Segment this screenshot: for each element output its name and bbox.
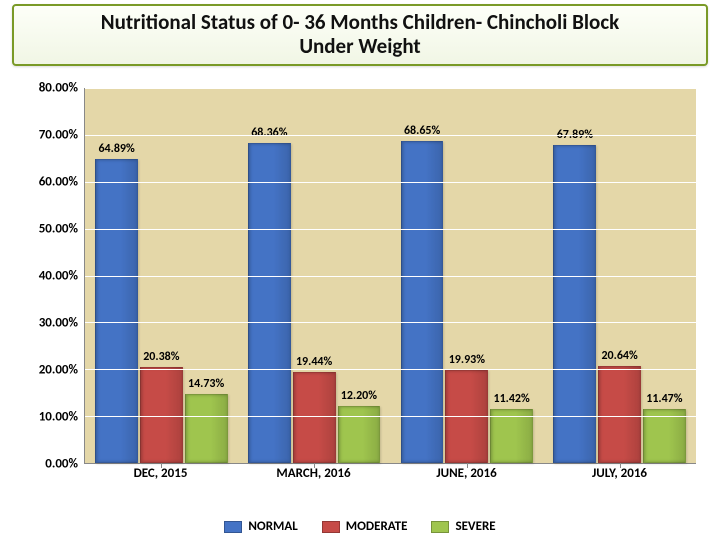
legend-item: NORMAL [224, 519, 297, 534]
y-axis-label: 70.00% [20, 128, 78, 143]
legend-swatch [322, 521, 340, 533]
title-line-2: Under Weight [299, 33, 420, 59]
bar-severe: 14.73% [185, 394, 228, 463]
bar-normal: 68.65% [401, 141, 444, 463]
title-panel: Nutritional Status of 0- 36 Months Child… [12, 4, 708, 66]
bar-value-label: 11.47% [646, 392, 682, 406]
x-axis-label: JULY, 2016 [543, 464, 696, 484]
y-axis-label: 80.00% [20, 81, 78, 96]
bar-value-label: 19.44% [296, 355, 332, 369]
x-axis: DEC, 2015MARCH, 2016JUNE, 2016JULY, 2016 [84, 464, 696, 484]
x-axis-label: DEC, 2015 [84, 464, 237, 484]
bar-value-label: 20.64% [601, 349, 637, 363]
bar-severe: 11.47% [643, 409, 686, 463]
legend-label: NORMAL [248, 519, 297, 534]
bar-value-label: 12.20% [341, 389, 377, 403]
x-axis-label: MARCH, 2016 [237, 464, 390, 484]
grid-line [85, 182, 696, 183]
grid-line [85, 276, 696, 277]
bar-moderate: 20.64% [598, 366, 641, 463]
bar-value-label: 14.73% [188, 377, 224, 391]
bar-moderate: 19.44% [293, 372, 336, 463]
legend-item: MODERATE [322, 519, 408, 534]
legend-item: SEVERE [431, 519, 495, 534]
x-axis-label: JUNE, 2016 [390, 464, 543, 484]
grid-line [85, 229, 696, 230]
y-axis-label: 10.00% [20, 410, 78, 425]
bar-normal: 68.36% [248, 143, 291, 463]
bar-severe: 12.20% [338, 406, 381, 463]
grid-line [85, 88, 696, 89]
chart-area: 64.89%20.38%14.73%68.36%19.44%12.20%68.6… [20, 82, 706, 502]
legend: NORMAL MODERATE SEVERE [0, 519, 720, 534]
grid-line [85, 322, 696, 323]
bar-value-label: 68.65% [404, 124, 440, 138]
bar-value-label: 11.42% [493, 392, 529, 406]
grid-line [85, 135, 696, 136]
title-line-1: Nutritional Status of 0- 36 Months Child… [101, 9, 619, 35]
bar-value-label: 64.89% [98, 142, 134, 156]
grid-line [85, 369, 696, 370]
bar-value-label: 68.36% [251, 126, 287, 140]
y-axis-label: 20.00% [20, 363, 78, 378]
bar-value-label: 19.93% [449, 353, 485, 367]
chart-title: Nutritional Status of 0- 36 Months Child… [22, 10, 698, 58]
grid-line [85, 416, 696, 417]
y-axis-label: 0.00% [20, 457, 78, 472]
legend-label: SEVERE [455, 519, 495, 534]
y-axis-label: 40.00% [20, 269, 78, 284]
legend-swatch [431, 521, 449, 533]
plot-area: 64.89%20.38%14.73%68.36%19.44%12.20%68.6… [84, 88, 696, 464]
bar-value-label: 20.38% [143, 350, 179, 364]
y-axis-label: 30.00% [20, 316, 78, 331]
bar-normal: 64.89% [95, 159, 138, 463]
legend-swatch [224, 521, 242, 533]
y-axis-label: 50.00% [20, 222, 78, 237]
bar-severe: 11.42% [490, 409, 533, 463]
y-axis-label: 60.00% [20, 175, 78, 190]
legend-label: MODERATE [346, 519, 408, 534]
